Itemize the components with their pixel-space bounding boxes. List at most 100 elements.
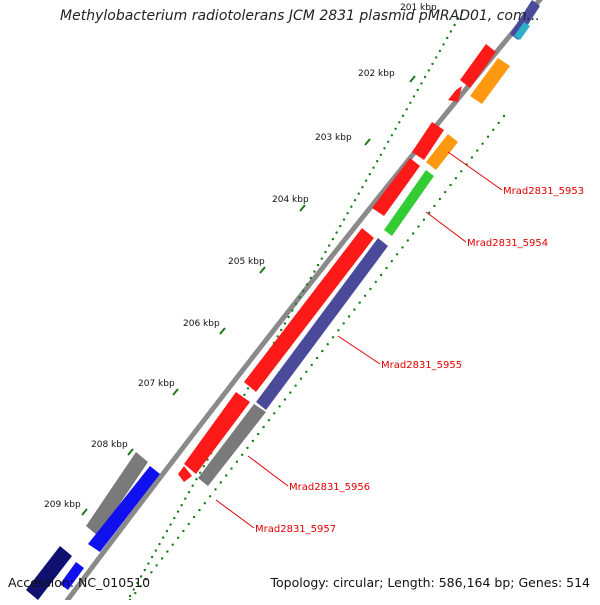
scale-dot: [438, 49, 442, 53]
scale-dot: [422, 218, 426, 221]
scale-dot: [390, 134, 394, 137]
tick-label-203: 203 kbp: [315, 133, 352, 143]
feature-green-5954[interactable]: [384, 170, 434, 236]
scale-dot: [337, 329, 340, 332]
scale-dot: [427, 69, 430, 72]
tick-mark-207: [172, 388, 179, 396]
scale-dot: [470, 156, 474, 159]
scale-dot: [132, 588, 135, 591]
scale-dot: [383, 147, 386, 150]
scale-dot: [257, 432, 260, 436]
scale-dot: [169, 523, 172, 526]
callout-line-5953: [447, 151, 503, 191]
gene-label-5955[interactable]: Mrad2831_5955: [381, 360, 462, 371]
scale-dot: [321, 349, 324, 353]
feature-gray-5956[interactable]: [198, 404, 266, 486]
scale-dot: [136, 581, 139, 585]
scale-dot: [276, 335, 279, 338]
scale-dot: [134, 591, 137, 595]
scale-dot: [180, 504, 183, 507]
scale-dot: [294, 302, 298, 306]
scale-dot: [154, 549, 157, 552]
gene-label-5957[interactable]: Mrad2831_5957: [255, 524, 336, 535]
scale-dot: [225, 474, 228, 477]
scale-dot: [368, 173, 371, 176]
scale-dot: [294, 384, 297, 387]
gene-label-5956[interactable]: Mrad2831_5956: [289, 482, 370, 493]
scale-dot: [305, 283, 309, 286]
scale-dot: [184, 497, 187, 500]
feature-purple-5955[interactable]: [256, 238, 388, 410]
tick-label-208: 208 kbp: [91, 440, 128, 450]
scale-dot: [331, 336, 335, 339]
scale-dot: [431, 62, 434, 66]
scale-dot: [273, 412, 276, 415]
scale-dot: [187, 522, 190, 526]
gene-label-5954[interactable]: Mrad2831_5954: [467, 238, 548, 249]
gene-red-top-2[interactable]: [448, 86, 462, 102]
scale-dot: [278, 405, 281, 408]
tick-mark-205: [259, 266, 266, 274]
scale-dot: [198, 508, 201, 512]
gene-red-5955[interactable]: [244, 228, 374, 392]
scale-dot: [150, 571, 153, 574]
scale-dot: [280, 328, 283, 332]
feature-orange-1[interactable]: [470, 58, 510, 104]
gene-red-5953b[interactable]: [372, 158, 420, 216]
scale-dot: [316, 263, 320, 267]
scale-dot: [350, 205, 353, 208]
scale-dot: [214, 488, 217, 491]
callout-line-5956: [247, 455, 289, 487]
scale-dot: [176, 510, 180, 513]
gene-red-5956[interactable]: [184, 392, 250, 474]
tick-label-204: 204 kbp: [272, 195, 309, 205]
scale-dot: [305, 370, 308, 373]
scale-dot: [342, 218, 346, 221]
scale-dot: [460, 170, 463, 173]
feature-cyan-top: [514, 22, 530, 40]
gene-label-5953[interactable]: Mrad2831_5953: [503, 186, 584, 197]
scale-dot: [406, 239, 409, 242]
scale-dot: [267, 419, 271, 422]
scale-dot: [416, 88, 419, 92]
gene-red-5953a[interactable]: [412, 122, 444, 160]
gene-red-top-1[interactable]: [460, 44, 496, 88]
scale-dot: [246, 387, 250, 390]
feature-gray-track-upper[interactable]: [86, 452, 148, 536]
scale-dot: [449, 183, 452, 187]
scale-dot: [339, 224, 342, 228]
scale-dot: [417, 225, 420, 228]
scale-dot: [192, 515, 196, 519]
tick-label-207: 207 kbp: [138, 379, 175, 389]
scale-dot: [357, 192, 360, 195]
gene-red-5957[interactable]: [178, 466, 192, 482]
scale-dot: [497, 121, 500, 125]
scale-dot: [379, 153, 382, 156]
scale-dot: [291, 309, 294, 312]
scale-dot: [353, 199, 357, 202]
scale-dot: [162, 536, 165, 539]
scale-dot: [143, 568, 146, 572]
feature-blue-5957[interactable]: [88, 466, 160, 552]
scale-dot: [398, 121, 401, 124]
scale-dot: [166, 550, 169, 553]
scale-dot: [283, 398, 287, 401]
scale-dot: [313, 270, 316, 273]
scale-dot: [492, 128, 495, 131]
scale-dot: [187, 491, 191, 494]
scale-dot: [457, 17, 460, 20]
map-title: Methylobacterium radiotolerans JCM 2831 …: [60, 8, 540, 24]
scale-dot: [165, 529, 169, 533]
feature-orange-2[interactable]: [426, 134, 458, 170]
scale-dot: [241, 453, 244, 456]
scale-dot: [363, 294, 367, 297]
scale-dot: [376, 160, 379, 163]
tick-mark-203: [364, 138, 371, 146]
scale-dot: [298, 296, 301, 299]
scale-dot: [147, 562, 150, 565]
scale-dot: [158, 542, 161, 546]
scale-dot: [251, 439, 255, 443]
scale-dot: [230, 467, 233, 470]
tick-mark-208: [127, 448, 134, 456]
scale-dot: [405, 108, 408, 111]
